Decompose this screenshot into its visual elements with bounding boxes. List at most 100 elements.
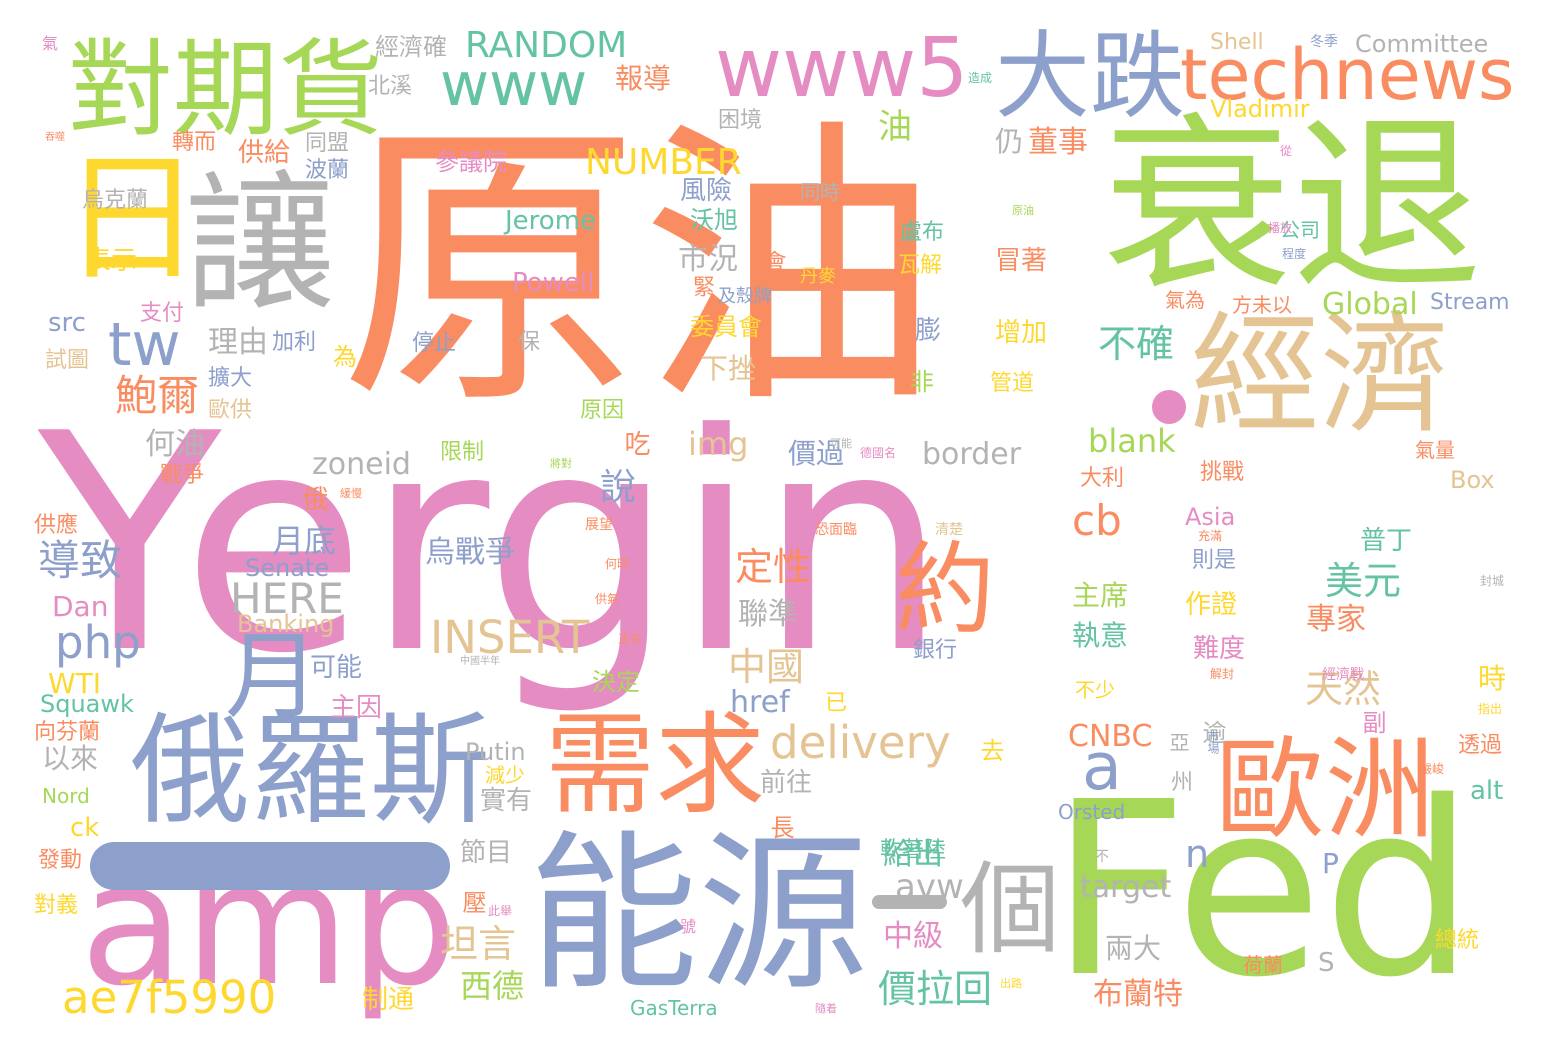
word-pressure: 壓 <box>458 890 486 914</box>
word-decide: 決定 <box>592 668 640 696</box>
word-testify: 作證 <box>1185 590 1238 620</box>
word-chair: 主席 <box>1072 579 1129 612</box>
word-meeting: 會 <box>758 250 786 274</box>
word-china-half: 中國半年 <box>460 656 500 667</box>
word-global: Global <box>1322 287 1418 322</box>
word-deputy: 副 <box>1358 710 1386 734</box>
word-broadcast: 播放 <box>1268 221 1293 235</box>
word-following: 隨着 <box>815 1002 837 1015</box>
word-n: n <box>1185 832 1210 876</box>
word-plight: 困境 <box>718 108 763 133</box>
word-here: HERE <box>230 574 344 623</box>
word-control: 制通 <box>362 985 415 1015</box>
word-pipeline: 管道 <box>990 371 1035 396</box>
word-state: 州 <box>1167 770 1192 792</box>
word-delivery: delivery <box>770 716 951 769</box>
word-unseal: 解封 <box>1210 667 1235 681</box>
word-fed-cn: 聯準 <box>738 597 798 632</box>
word-yergin: Yergin <box>38 370 948 719</box>
word-href: href <box>730 685 790 720</box>
word-possible-small: 可能 <box>830 437 852 450</box>
word-about: 約 <box>895 531 995 648</box>
word-econ-war: 經濟戰 <box>1322 667 1364 683</box>
word-turn: 轉而 <box>172 130 217 155</box>
word-germany-name: 德國名 <box>860 446 897 460</box>
word-market: 市況 <box>678 242 738 277</box>
word-go: 去 <box>976 738 1004 762</box>
word-gas-for: 氣為 <box>1165 288 1205 312</box>
word-long: 長 <box>766 815 794 839</box>
word-ruble: 盧布 <box>900 220 945 245</box>
word-blank: blank <box>1088 422 1176 460</box>
word-director: 董事 <box>1028 125 1088 160</box>
word-committee: Committee <box>1355 30 1489 58</box>
word-denmark: 丹麥 <box>800 266 836 287</box>
word-go-to: 前往 <box>760 768 813 798</box>
word-protect: 保 <box>518 330 541 355</box>
word-gas: 氣 <box>39 35 58 51</box>
word-usd: 美元 <box>1325 559 1402 603</box>
word-supply: 供給 <box>238 138 291 168</box>
word-program: 節目 <box>460 838 513 868</box>
word-nord-cn: 北溪 <box>368 74 413 99</box>
word-powell: Powell <box>512 268 595 298</box>
word-economy: 經濟 <box>1190 299 1451 451</box>
word-qualitative: 定性 <box>735 545 812 589</box>
word-number: NUMBER <box>585 142 742 183</box>
word-lockdown: 封城 <box>1480 574 1505 588</box>
word-risk: 風險 <box>680 176 733 206</box>
word-alt: alt <box>1470 776 1504 806</box>
word-putin: Putin <box>465 738 526 766</box>
word-gasterra: GasTerra <box>630 996 718 1020</box>
word-ae7f5990: ae7f5990 <box>62 971 277 1024</box>
word-eat: 吃 <box>620 430 650 456</box>
word-challenge: 挑戰 <box>1200 460 1245 485</box>
word-eu-supply: 歐供 <box>208 398 253 423</box>
word-tight: 緊 <box>689 275 714 297</box>
word-time: 時 <box>1478 662 1507 695</box>
word-uncertain: 不確 <box>1098 322 1175 366</box>
word-p: P <box>1322 847 1339 880</box>
word-still: 仍 <box>995 125 1024 158</box>
word-stop: 停止 <box>412 331 457 356</box>
word-committee-cn: 委員會 <box>690 313 762 341</box>
word-a: a <box>1082 730 1122 805</box>
word-demand: 需求 <box>545 701 765 829</box>
word-slow: 緩慢 <box>340 487 362 500</box>
word-econ-sure: 經濟確 <box>375 33 447 61</box>
word-not-few: 不少 <box>1075 678 1115 702</box>
word-inflate: 膨 <box>915 316 942 346</box>
word-fall: 下挫 <box>700 352 757 385</box>
word-difficulty: 難度 <box>1193 634 1246 664</box>
word-report: 報導 <box>615 62 672 95</box>
word-for: 為 <box>333 343 357 371</box>
word-italy: 大利 <box>1080 466 1125 491</box>
word-this-move: 此舉 <box>488 904 513 918</box>
word-devour: 吞噬 <box>45 132 65 143</box>
word-month-end: 月底 <box>272 522 337 560</box>
word-netherlands: 荷蘭 <box>1243 953 1283 977</box>
word-crude-oil: 原油 <box>340 95 940 444</box>
word-bank: 銀行 <box>913 638 958 663</box>
word-www5: www5 <box>715 21 969 116</box>
word-gas-volume: 氣量 <box>1415 438 1455 462</box>
word-mid: 中級 <box>883 919 943 954</box>
word-recession: 衰退 <box>1102 96 1483 317</box>
word-www: www <box>440 50 588 120</box>
word-outlook: 展望 <box>585 517 613 533</box>
word-russia: 俄羅斯 <box>130 702 490 841</box>
word-src: src <box>48 308 86 338</box>
word-fed: Fed <box>1050 750 1475 1030</box>
word-senate: Senate <box>245 554 330 582</box>
dash-stroke <box>872 895 947 909</box>
word-senate-cn: 參議院 <box>435 148 507 176</box>
word-west-germany: 西德 <box>460 967 525 1005</box>
word-ukraine-war: 烏戰爭 <box>425 535 515 570</box>
word-shell: Shell <box>1210 30 1264 55</box>
word-powell-cn: 鮑爾 <box>115 371 200 420</box>
word-nord: Nord <box>42 784 90 808</box>
word-month: 月 <box>225 622 321 732</box>
word-orsted: Orsted <box>1058 800 1126 824</box>
word-china: 中國 <box>728 645 805 689</box>
